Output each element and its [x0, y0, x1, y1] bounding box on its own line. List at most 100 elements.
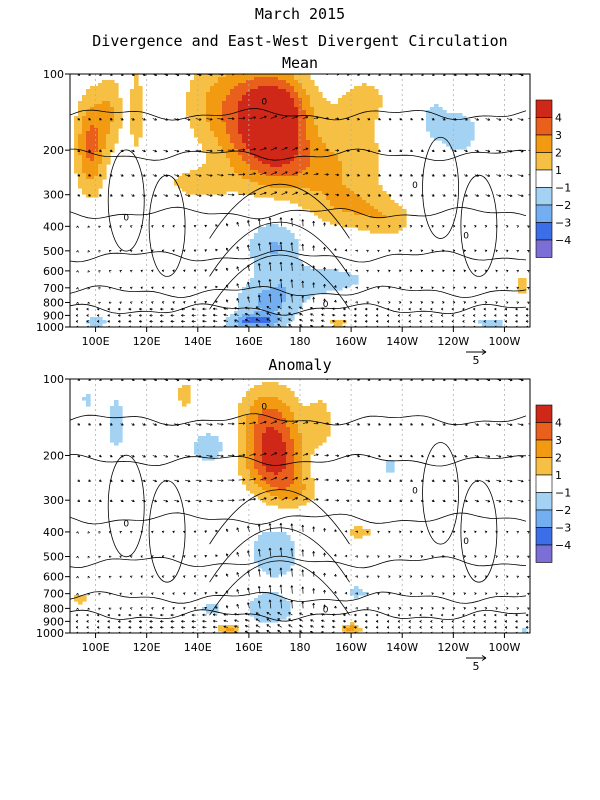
shade-cell: [266, 388, 271, 392]
shade-cell: [218, 143, 223, 147]
shade-cell: [306, 179, 311, 183]
shade-cell: [374, 116, 379, 120]
shade-cell: [230, 128, 235, 132]
shade-cell: [342, 143, 347, 147]
shade-cell: [358, 215, 363, 219]
vector-arrowhead: [242, 192, 246, 196]
shade-cell: [282, 197, 287, 201]
vector-arrowhead: [299, 312, 302, 316]
shade-cell: [138, 101, 143, 105]
vector-arrowhead: [483, 314, 486, 317]
shade-cell: [194, 131, 199, 135]
shade-cell: [342, 215, 347, 219]
shade-cell: [194, 451, 199, 455]
shade-cell: [354, 278, 359, 282]
shade-cell: [302, 427, 307, 431]
shade-cell: [218, 119, 223, 123]
shade-cell: [334, 206, 339, 210]
shade-cell: [290, 176, 295, 180]
vector-arrowhead: [347, 173, 350, 177]
shade-cell: [262, 424, 267, 428]
shade-cell: [298, 122, 303, 126]
shade-cell: [246, 185, 251, 189]
shade-cell: [202, 191, 207, 195]
shade-cell: [222, 92, 227, 96]
shade-cell: [242, 433, 247, 437]
vector-arrowhead: [181, 319, 184, 323]
shade-cell: [398, 215, 403, 219]
shade-cell: [322, 427, 327, 431]
vector-arrowhead: [87, 287, 91, 290]
shade-cell: [226, 143, 231, 147]
shade-cell: [242, 406, 247, 410]
shade-cell: [266, 272, 271, 276]
shade-cell: [274, 122, 279, 126]
shade-cell: [326, 421, 331, 425]
shade-cell: [322, 140, 327, 144]
shade-cell: [246, 161, 251, 165]
shade-cell: [358, 98, 363, 102]
shade-cell: [446, 119, 451, 123]
shade-cell: [330, 116, 335, 120]
shade-cell: [90, 137, 95, 141]
vector-arrowhead: [204, 249, 208, 252]
shade-cell: [330, 149, 335, 153]
vector-arrowhead: [301, 219, 305, 222]
shade-cell: [110, 83, 115, 87]
vector-arrowhead: [521, 149, 524, 153]
shade-cell: [254, 269, 259, 273]
shade-cell: [242, 110, 247, 114]
shade-cell: [338, 137, 343, 141]
vector-arrowhead: [398, 269, 402, 273]
shade-cell: [282, 128, 287, 132]
shade-cell: [302, 155, 307, 159]
shade-cell: [298, 125, 303, 129]
shade-cell: [342, 176, 347, 180]
shade-cell: [466, 119, 471, 123]
vector-arrowhead: [76, 301, 79, 305]
shade-cell: [314, 439, 319, 443]
shade-cell: [274, 272, 279, 276]
shade-cell: [202, 92, 207, 96]
shade-cell: [326, 281, 331, 285]
shade-cell: [258, 260, 263, 264]
shade-cell: [290, 311, 295, 315]
vector-arrow: [266, 312, 272, 316]
shade-cell: [130, 128, 135, 132]
shade-cell: [290, 397, 295, 401]
shade-cell: [370, 212, 375, 216]
shade-cell: [394, 227, 399, 231]
shade-cell: [246, 448, 251, 452]
shade-cell: [362, 152, 367, 156]
shade-cell: [218, 158, 223, 162]
shade-cell: [370, 107, 375, 111]
shade-cell: [310, 442, 315, 446]
vector-arrow: [506, 118, 513, 121]
shade-cell: [370, 227, 375, 231]
shade-cell: [238, 119, 243, 123]
shade-cell: [278, 185, 283, 189]
vector-arrowhead: [183, 249, 186, 253]
vector-arrowhead: [242, 172, 246, 176]
shade-cell: [254, 191, 259, 195]
shade-cell: [290, 257, 295, 261]
shade-cell: [254, 433, 259, 437]
vector-arrowhead: [357, 149, 360, 152]
shade-cell: [202, 101, 207, 105]
shade-cell: [334, 170, 339, 174]
shade-cell: [322, 218, 327, 222]
shade-cell: [238, 445, 243, 449]
shade-cell: [286, 242, 291, 246]
shade-cell: [282, 83, 287, 87]
shade-cell: [110, 80, 115, 84]
shade-cell: [250, 95, 255, 99]
vector-arrowhead: [408, 314, 411, 317]
shade-cell: [242, 418, 247, 422]
vector-arrowhead: [236, 246, 240, 249]
shade-cell: [270, 388, 275, 392]
shade-cell: [262, 179, 267, 183]
vector-arrowhead: [454, 194, 457, 197]
shade-cell: [278, 302, 283, 306]
shade-cell: [370, 140, 375, 144]
shade-cell: [202, 442, 207, 446]
